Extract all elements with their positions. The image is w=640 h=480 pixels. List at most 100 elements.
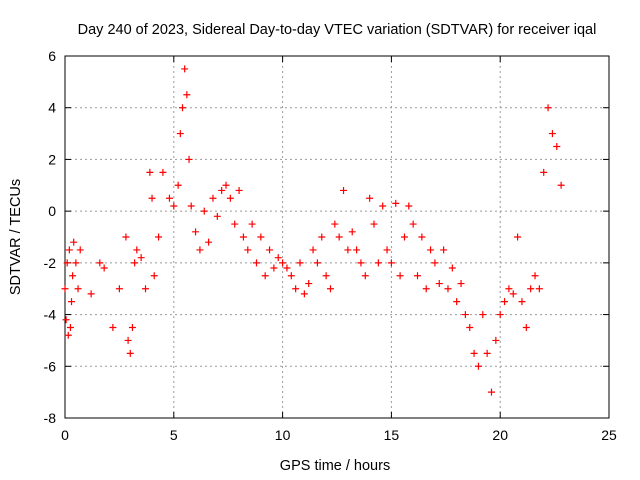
data-point xyxy=(266,246,274,254)
data-point xyxy=(535,285,543,293)
data-point xyxy=(496,311,504,319)
data-point xyxy=(344,246,352,254)
data-point xyxy=(340,186,348,194)
data-point xyxy=(300,290,308,298)
data-point xyxy=(374,259,382,267)
data-point xyxy=(522,324,530,331)
data-point xyxy=(115,285,123,293)
x-axis-label: GPS time / hours xyxy=(280,458,390,474)
data-point xyxy=(176,130,184,138)
data-point xyxy=(231,220,239,228)
data-point xyxy=(466,324,474,331)
data-point xyxy=(270,264,278,272)
data-points xyxy=(61,65,565,396)
data-point xyxy=(335,233,343,241)
data-point xyxy=(252,259,260,267)
data-point xyxy=(62,316,70,324)
y-tick-label: 6 xyxy=(48,48,56,64)
data-point xyxy=(222,181,230,189)
data-point xyxy=(474,362,482,370)
data-point xyxy=(131,259,139,267)
data-point xyxy=(353,246,361,254)
data-point xyxy=(387,259,395,267)
data-point xyxy=(479,311,487,319)
data-point xyxy=(179,104,187,112)
data-point xyxy=(296,259,304,267)
data-point xyxy=(66,324,74,331)
data-point xyxy=(313,259,321,267)
data-point xyxy=(318,233,326,241)
data-point xyxy=(261,272,269,280)
grid-lines xyxy=(65,56,609,418)
data-point xyxy=(148,194,156,202)
data-point xyxy=(370,220,378,228)
data-point xyxy=(418,233,426,241)
data-point xyxy=(287,272,295,280)
data-point xyxy=(248,220,256,228)
data-point xyxy=(305,280,313,288)
y-tick-label: 2 xyxy=(48,151,56,167)
data-point xyxy=(366,194,374,202)
data-point xyxy=(448,264,456,272)
data-point xyxy=(155,233,163,241)
x-tick-label: 20 xyxy=(492,427,508,443)
data-point xyxy=(68,298,76,306)
data-point xyxy=(226,194,234,202)
data-point xyxy=(453,298,461,306)
data-point xyxy=(181,65,189,73)
data-point xyxy=(409,220,417,228)
x-tick-label: 15 xyxy=(384,427,400,443)
data-point xyxy=(174,181,182,189)
data-point xyxy=(69,272,77,280)
data-point xyxy=(505,285,513,293)
data-point xyxy=(392,199,400,207)
data-point xyxy=(357,259,365,267)
data-point xyxy=(431,259,439,267)
data-point xyxy=(146,168,154,176)
data-point xyxy=(470,349,478,357)
y-tick-label: 0 xyxy=(48,203,56,219)
data-point xyxy=(492,336,500,344)
data-point xyxy=(61,285,69,293)
data-point xyxy=(257,233,265,241)
data-point xyxy=(331,220,339,228)
data-point xyxy=(124,336,132,344)
x-tick-label: 0 xyxy=(61,427,69,443)
data-point xyxy=(414,272,422,280)
data-point xyxy=(70,238,78,246)
data-point xyxy=(501,298,509,306)
data-point xyxy=(74,285,82,293)
x-tick-label: 5 xyxy=(170,427,178,443)
data-point xyxy=(326,285,334,293)
data-point xyxy=(128,324,136,331)
data-point xyxy=(427,246,435,254)
data-point xyxy=(457,280,465,288)
data-point xyxy=(96,259,104,267)
data-point xyxy=(279,259,287,267)
data-point xyxy=(142,285,150,293)
data-point xyxy=(122,233,130,241)
y-tick-label: -8 xyxy=(44,410,57,426)
data-point xyxy=(100,264,108,272)
data-point xyxy=(244,246,252,254)
y-tick-label: -2 xyxy=(44,255,57,271)
y-tick-label: -6 xyxy=(44,358,57,374)
data-point xyxy=(557,181,565,189)
data-point xyxy=(170,202,178,210)
data-point xyxy=(514,233,522,241)
x-tick-label: 25 xyxy=(601,427,617,443)
data-point xyxy=(483,349,491,357)
data-point xyxy=(309,246,317,254)
x-axis-ticks: 0 5 10 15 20 25 xyxy=(61,56,617,443)
data-point xyxy=(400,233,408,241)
data-point xyxy=(553,143,561,150)
data-point xyxy=(518,298,526,306)
y-tick-label: -4 xyxy=(44,307,57,323)
y-tick-label: 4 xyxy=(48,100,56,116)
data-point xyxy=(192,228,200,236)
data-point xyxy=(509,290,517,298)
data-point xyxy=(165,194,173,202)
data-point xyxy=(322,272,330,280)
y-axis-ticks: -8 -6 -4 -2 0 2 4 6 xyxy=(44,48,609,426)
data-point xyxy=(531,272,539,280)
